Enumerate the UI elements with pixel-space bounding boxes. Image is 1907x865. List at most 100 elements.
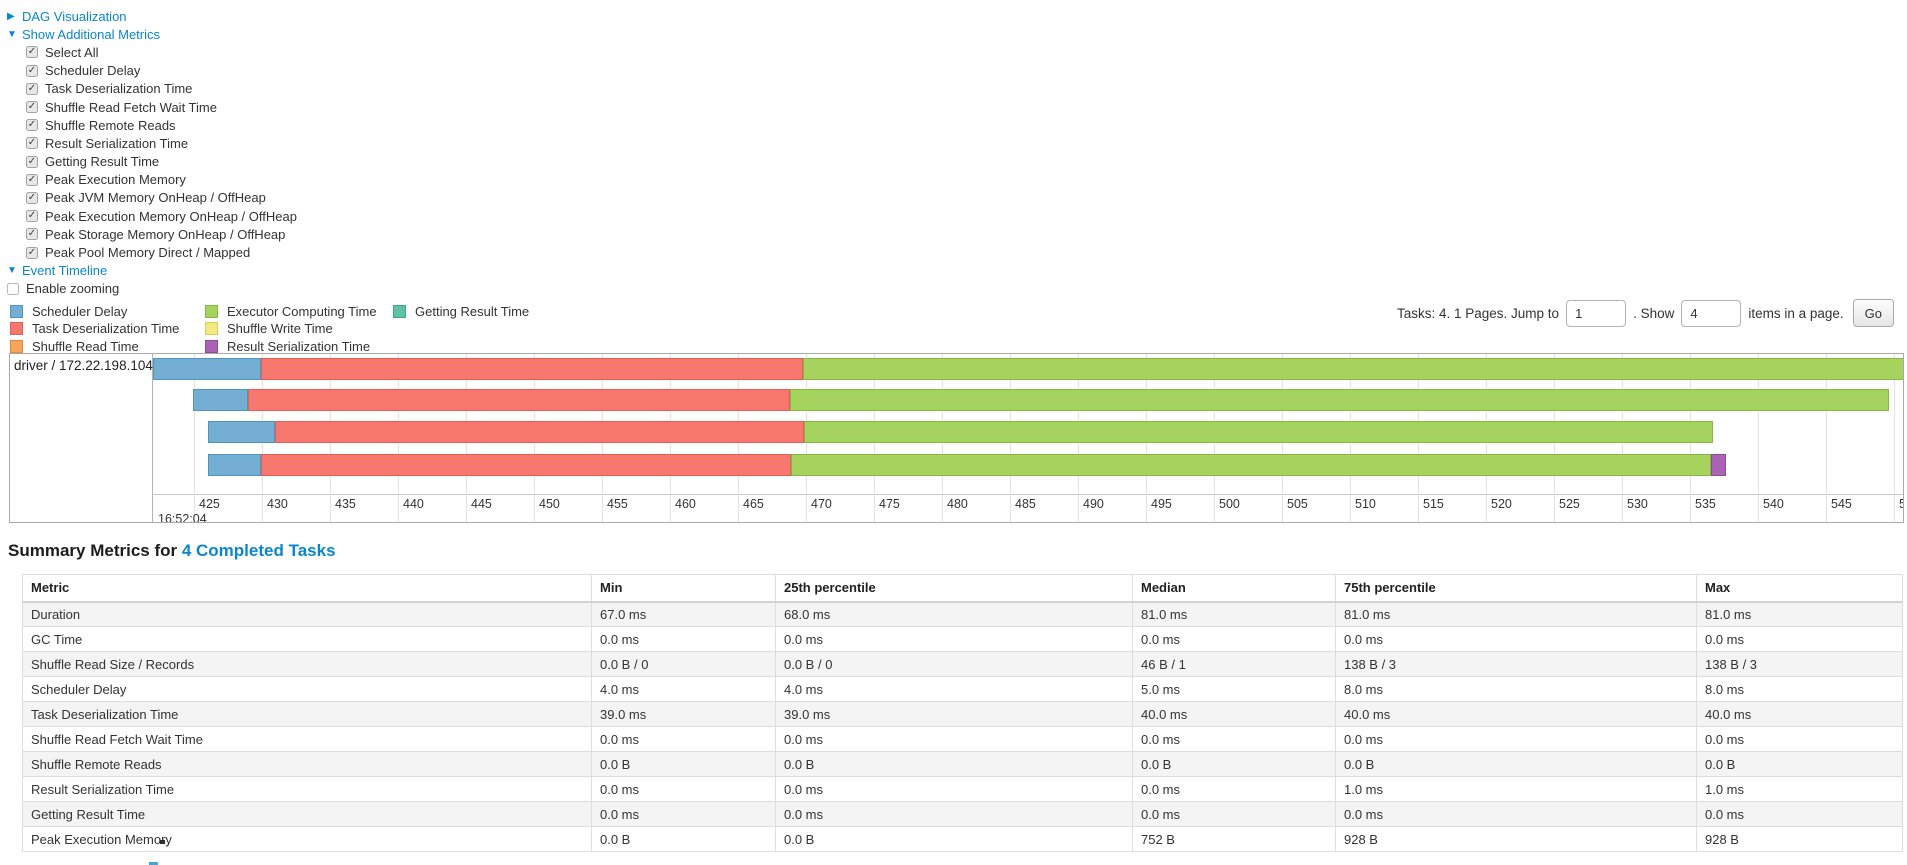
metric-checkbox[interactable]: ✓ bbox=[26, 173, 38, 186]
metric-checkbox-label: Select All bbox=[45, 44, 99, 60]
metric-checkbox[interactable]: ✓ bbox=[26, 228, 38, 241]
table-cell: GC Time bbox=[22, 626, 592, 652]
table-cell: 0.0 ms bbox=[1696, 626, 1903, 652]
legend-label: Executor Computing Time bbox=[227, 304, 377, 320]
table-cell: Peak Execution Memory bbox=[22, 826, 592, 852]
table-cell: 0.0 B bbox=[591, 826, 776, 852]
summary-metrics-table: Metric Min 25th percentile Median 75th perce… bbox=[22, 574, 1903, 852]
result-serialization-swatch-icon bbox=[205, 339, 218, 353]
table-row: Shuffle Remote Reads 0.0 B 0.0 B 0.0 B 0.0 B… bbox=[22, 751, 1903, 777]
axis-tick-label: 430 bbox=[267, 497, 288, 511]
metric-checkbox-item[interactable]: ✓ Getting Result Time bbox=[7, 153, 297, 171]
metric-checkbox-item[interactable]: ✓ Task Deserialization Time bbox=[7, 80, 297, 98]
table-row: Shuffle Read Fetch Wait Time 0.0 ms 0.0 ms… bbox=[22, 726, 1903, 752]
items-per-page-input[interactable] bbox=[1681, 299, 1742, 327]
go-button[interactable]: Go bbox=[1852, 299, 1894, 327]
table-header-cell: 75th percentile bbox=[1335, 574, 1697, 603]
completed-tasks-link[interactable]: 4 Completed Tasks bbox=[181, 541, 336, 560]
show-additional-metrics-link[interactable]: Show Additional Metrics bbox=[22, 26, 161, 42]
task-bar-scheduler-delay bbox=[153, 358, 261, 380]
metric-checkbox-list: ✓ Select All ✓ Scheduler Delay ✓ Task Deseria… bbox=[7, 43, 297, 261]
axis-tick-label: 470 bbox=[811, 497, 832, 511]
metric-checkbox-item[interactable]: ✓ Shuffle Remote Reads bbox=[7, 116, 297, 134]
jump-to-page-input[interactable] bbox=[1566, 299, 1627, 327]
table-cell: Duration bbox=[22, 601, 592, 627]
metric-checkbox[interactable]: ✓ bbox=[26, 46, 38, 59]
axis-tick-label: 445 bbox=[471, 497, 492, 511]
metric-checkbox[interactable]: ✓ bbox=[26, 82, 38, 95]
timeline-gridline bbox=[1826, 354, 1827, 522]
metric-checkbox-item[interactable]: ✓ Peak JVM Memory OnHeap / OffHeap bbox=[7, 189, 297, 207]
table-cell: Shuffle Read Fetch Wait Time bbox=[22, 726, 592, 752]
task-bar-result-serialization bbox=[1711, 454, 1726, 476]
task-bar-executor-computing bbox=[791, 454, 1711, 476]
metric-checkbox-item[interactable]: ✓ Peak Execution Memory OnHeap / OffHeap bbox=[7, 207, 297, 225]
metric-checkbox-item[interactable]: ✓ Peak Pool Memory Direct / Mapped bbox=[7, 243, 297, 261]
task-bar-executor-computing bbox=[803, 358, 1903, 380]
axis-tick-label: 490 bbox=[1083, 497, 1104, 511]
legend-item: Getting Result Time bbox=[393, 303, 573, 320]
metric-checkbox-item[interactable]: ✓ Result Serialization Time bbox=[7, 134, 297, 152]
metric-checkbox[interactable]: ✓ bbox=[26, 246, 38, 259]
metric-checkbox[interactable]: ✓ bbox=[26, 191, 38, 204]
metric-checkbox[interactable]: ✓ bbox=[26, 210, 38, 223]
task-bar-task-deserialization bbox=[248, 389, 790, 411]
summary-heading-text: Summary Metrics for bbox=[8, 541, 182, 560]
table-cell: 928 B bbox=[1696, 826, 1903, 852]
cutoff-link-fragment bbox=[149, 862, 158, 865]
axis-tick-label: 510 bbox=[1355, 497, 1376, 511]
enable-zooming-label: Enable zooming bbox=[26, 281, 120, 297]
executor-computing-swatch-icon bbox=[205, 305, 218, 319]
metric-checkbox[interactable]: ✓ bbox=[26, 119, 38, 132]
executor-label-cell: driver / 172.22.198.104 bbox=[10, 354, 153, 522]
dag-visualization-link[interactable]: DAG Visualization bbox=[22, 8, 127, 24]
table-cell: 81.0 ms bbox=[1335, 601, 1697, 627]
legend-label: Result Serialization Time bbox=[227, 338, 371, 354]
metric-checkbox-label: Peak Execution Memory OnHeap / OffHeap bbox=[45, 208, 297, 224]
table-header-cell: Metric bbox=[22, 574, 592, 603]
event-timeline-link[interactable]: Event Timeline bbox=[22, 263, 108, 279]
axis-tick-label: 535 bbox=[1695, 497, 1716, 511]
legend-column: Executor Computing Time Shuffle Write Tim… bbox=[205, 303, 393, 355]
table-header-cell: Max bbox=[1696, 574, 1903, 603]
table-cell: 0.0 ms bbox=[591, 626, 776, 652]
axis-tick-label: 505 bbox=[1287, 497, 1308, 511]
table-cell: 81.0 ms bbox=[1132, 601, 1336, 627]
legend-label: Shuffle Read Time bbox=[32, 338, 139, 354]
table-cell: 0.0 ms bbox=[1132, 626, 1336, 652]
table-cell: 0.0 B bbox=[775, 751, 1133, 777]
table-header-row: Metric Min 25th percentile Median 75th perce… bbox=[22, 574, 1903, 603]
table-cell: 0.0 ms bbox=[591, 726, 776, 752]
summary-metrics-heading: Summary Metrics for 4 Completed Tasks bbox=[8, 541, 336, 561]
metric-checkbox[interactable]: ✓ bbox=[26, 101, 38, 114]
axis-tick-label: 540 bbox=[1763, 497, 1784, 511]
table-cell: 0.0 B / 0 bbox=[591, 651, 776, 677]
event-timeline-toggle[interactable]: ▼ Event Timeline bbox=[7, 262, 297, 280]
metric-checkbox-item[interactable]: ✓ Select All bbox=[7, 43, 297, 61]
table-row: Task Deserialization Time 39.0 ms 39.0 ms 4… bbox=[22, 701, 1903, 727]
table-cell: 8.0 ms bbox=[1696, 676, 1903, 702]
axis-tick-label: 520 bbox=[1491, 497, 1512, 511]
shuffle-read-swatch-icon bbox=[10, 339, 23, 353]
axis-tick-label: 480 bbox=[947, 497, 968, 511]
executor-host-label: driver / 172.22.198.104 bbox=[14, 358, 153, 373]
dag-visualization-toggle[interactable]: ▶ DAG Visualization bbox=[7, 7, 297, 25]
enable-zooming-option[interactable]: Enable zooming bbox=[7, 280, 297, 298]
axis-tick-label: 500 bbox=[1219, 497, 1240, 511]
metric-checkbox[interactable]: ✓ bbox=[26, 137, 38, 150]
metric-checkbox-item[interactable]: ✓ Peak Storage Memory OnHeap / OffHeap bbox=[7, 225, 297, 243]
table-cell: 0.0 ms bbox=[1132, 726, 1336, 752]
task-bar-task-deserialization bbox=[275, 421, 804, 443]
table-cell: Shuffle Remote Reads bbox=[22, 751, 592, 777]
axis-tick-label: 475 bbox=[879, 497, 900, 511]
metric-checkbox-item[interactable]: ✓ Peak Execution Memory bbox=[7, 171, 297, 189]
show-additional-metrics-toggle[interactable]: ▼ Show Additional Metrics bbox=[7, 25, 297, 43]
table-row: GC Time 0.0 ms 0.0 ms 0.0 ms 0.0 ms 0.0 ms bbox=[22, 626, 1903, 652]
metric-checkbox[interactable]: ✓ bbox=[26, 155, 38, 168]
axis-tick-label: 460 bbox=[675, 497, 696, 511]
legend-column: Scheduler Delay Task Deserialization Time… bbox=[10, 303, 205, 355]
metric-checkbox-item[interactable]: ✓ Shuffle Read Fetch Wait Time bbox=[7, 98, 297, 116]
metric-checkbox-item[interactable]: ✓ Scheduler Delay bbox=[7, 62, 297, 80]
enable-zooming-checkbox[interactable] bbox=[7, 282, 19, 295]
metric-checkbox[interactable]: ✓ bbox=[26, 64, 38, 77]
